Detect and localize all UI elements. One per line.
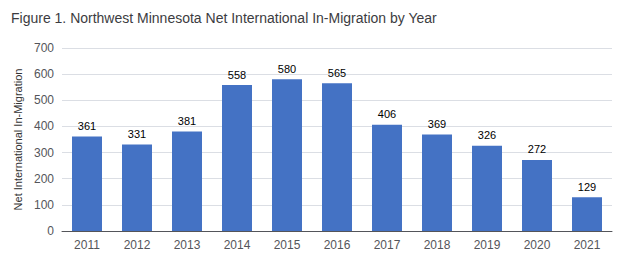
svg-text:406: 406 (378, 108, 396, 120)
svg-text:700: 700 (34, 41, 54, 55)
svg-text:Figure 1. Northwest Minnesota: Figure 1. Northwest Minnesota Net Intern… (11, 10, 437, 26)
svg-text:565: 565 (328, 67, 346, 79)
svg-text:2015: 2015 (274, 238, 301, 252)
svg-text:2013: 2013 (174, 238, 201, 252)
svg-text:100: 100 (34, 198, 54, 212)
svg-text:0: 0 (47, 224, 54, 238)
svg-text:272: 272 (528, 143, 546, 155)
svg-text:200: 200 (34, 172, 54, 186)
svg-text:331: 331 (128, 128, 146, 140)
svg-text:326: 326 (478, 129, 496, 141)
svg-text:129: 129 (578, 181, 596, 193)
svg-text:500: 500 (34, 93, 54, 107)
svg-text:369: 369 (428, 118, 446, 130)
svg-text:381: 381 (178, 115, 196, 127)
svg-text:2019: 2019 (474, 238, 501, 252)
svg-text:2020: 2020 (524, 238, 551, 252)
svg-text:2021: 2021 (574, 238, 601, 252)
svg-text:558: 558 (228, 69, 246, 81)
svg-text:2017: 2017 (374, 238, 401, 252)
svg-text:2011: 2011 (74, 238, 100, 252)
svg-text:2016: 2016 (324, 238, 351, 252)
svg-text:2012: 2012 (124, 238, 151, 252)
svg-text:580: 580 (278, 63, 296, 75)
svg-text:400: 400 (34, 119, 54, 133)
svg-text:2018: 2018 (424, 238, 451, 252)
svg-text:300: 300 (34, 146, 54, 160)
svg-text:361: 361 (78, 120, 96, 132)
svg-text:2014: 2014 (224, 238, 251, 252)
svg-text:Net International In-Migration: Net International In-Migration (12, 69, 24, 211)
svg-text:600: 600 (34, 67, 54, 81)
